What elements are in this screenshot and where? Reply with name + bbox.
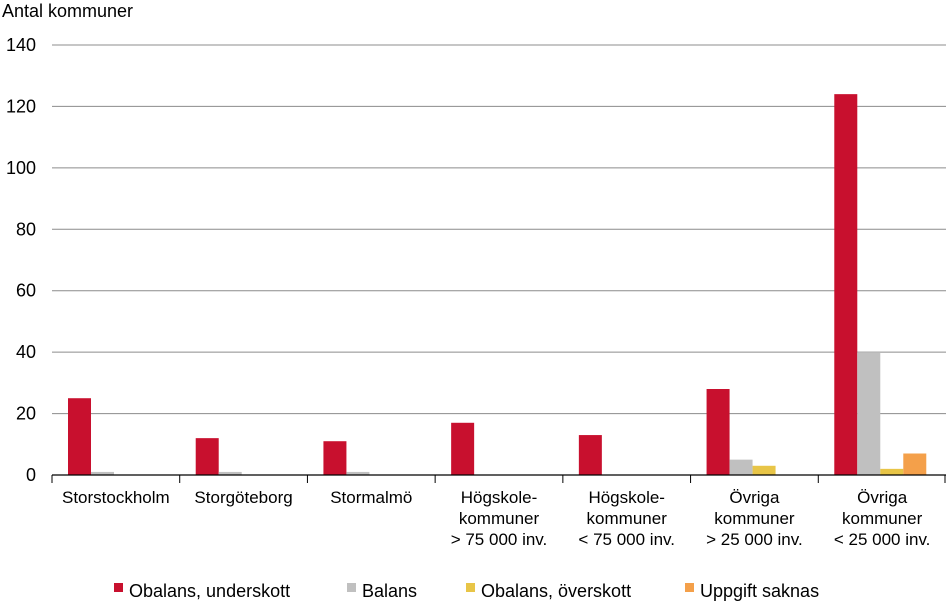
bar — [880, 468, 904, 475]
bar — [578, 435, 602, 475]
gridlines — [52, 44, 946, 415]
category-label: Högskole- — [461, 488, 538, 507]
legend: Obalans, underskott Balans Obalans, översk… — [114, 581, 819, 601]
legend-label: Uppgift saknas — [700, 581, 819, 601]
category-label: kommuner — [842, 509, 923, 528]
y-tick-label: 100 — [6, 158, 36, 178]
bar — [903, 453, 927, 475]
bar — [346, 471, 370, 475]
category-label: kommuner — [714, 509, 795, 528]
legend-swatch — [347, 583, 356, 592]
y-axis-ticks: 0 20 40 60 80 100 120 140 — [6, 35, 36, 485]
y-tick-label: 60 — [16, 281, 36, 301]
y-tick-label: 0 — [26, 465, 36, 485]
x-axis — [51, 474, 946, 483]
category-label: < 25 000 inv. — [834, 530, 931, 549]
y-tick-label: 140 — [6, 35, 36, 55]
category-label: kommuner — [459, 509, 540, 528]
bar — [195, 438, 219, 475]
y-axis-title: Antal kommuner — [2, 1, 133, 21]
y-tick-label: 80 — [16, 219, 36, 239]
bar — [729, 459, 753, 475]
category-label: Stormalmö — [330, 488, 412, 507]
bar — [834, 94, 858, 476]
category-label: Storstockholm — [62, 488, 170, 507]
legend-label: Obalans, underskott — [129, 581, 290, 601]
legend-label: Obalans, överskott — [481, 581, 631, 601]
legend-swatch — [466, 583, 475, 592]
category-labels: Storstockholm Storgöteborg Stormalmö Högsko… — [62, 488, 930, 549]
legend-swatch — [114, 583, 123, 592]
category-label: > 75 000 inv. — [451, 530, 548, 549]
bar — [91, 471, 114, 475]
category-label: Övriga — [857, 488, 908, 507]
y-tick-label: 20 — [16, 404, 36, 424]
legend-label: Balans — [362, 581, 417, 601]
y-tick-label: 120 — [6, 96, 36, 116]
bar — [706, 389, 730, 475]
category-label: kommuner — [587, 509, 668, 528]
bar — [218, 471, 242, 475]
bars — [68, 94, 927, 476]
legend-swatch — [685, 583, 694, 592]
bar — [857, 352, 881, 475]
category-label: < 75 000 inv. — [578, 530, 675, 549]
category-label: Övriga — [729, 488, 780, 507]
category-label: > 25 000 inv. — [706, 530, 803, 549]
bar — [451, 422, 475, 475]
category-label: Högskole- — [588, 488, 665, 507]
category-label: Storgöteborg — [194, 488, 292, 507]
bar — [68, 398, 91, 475]
y-tick-label: 40 — [16, 342, 36, 362]
bar — [323, 441, 347, 475]
bar — [752, 465, 776, 475]
